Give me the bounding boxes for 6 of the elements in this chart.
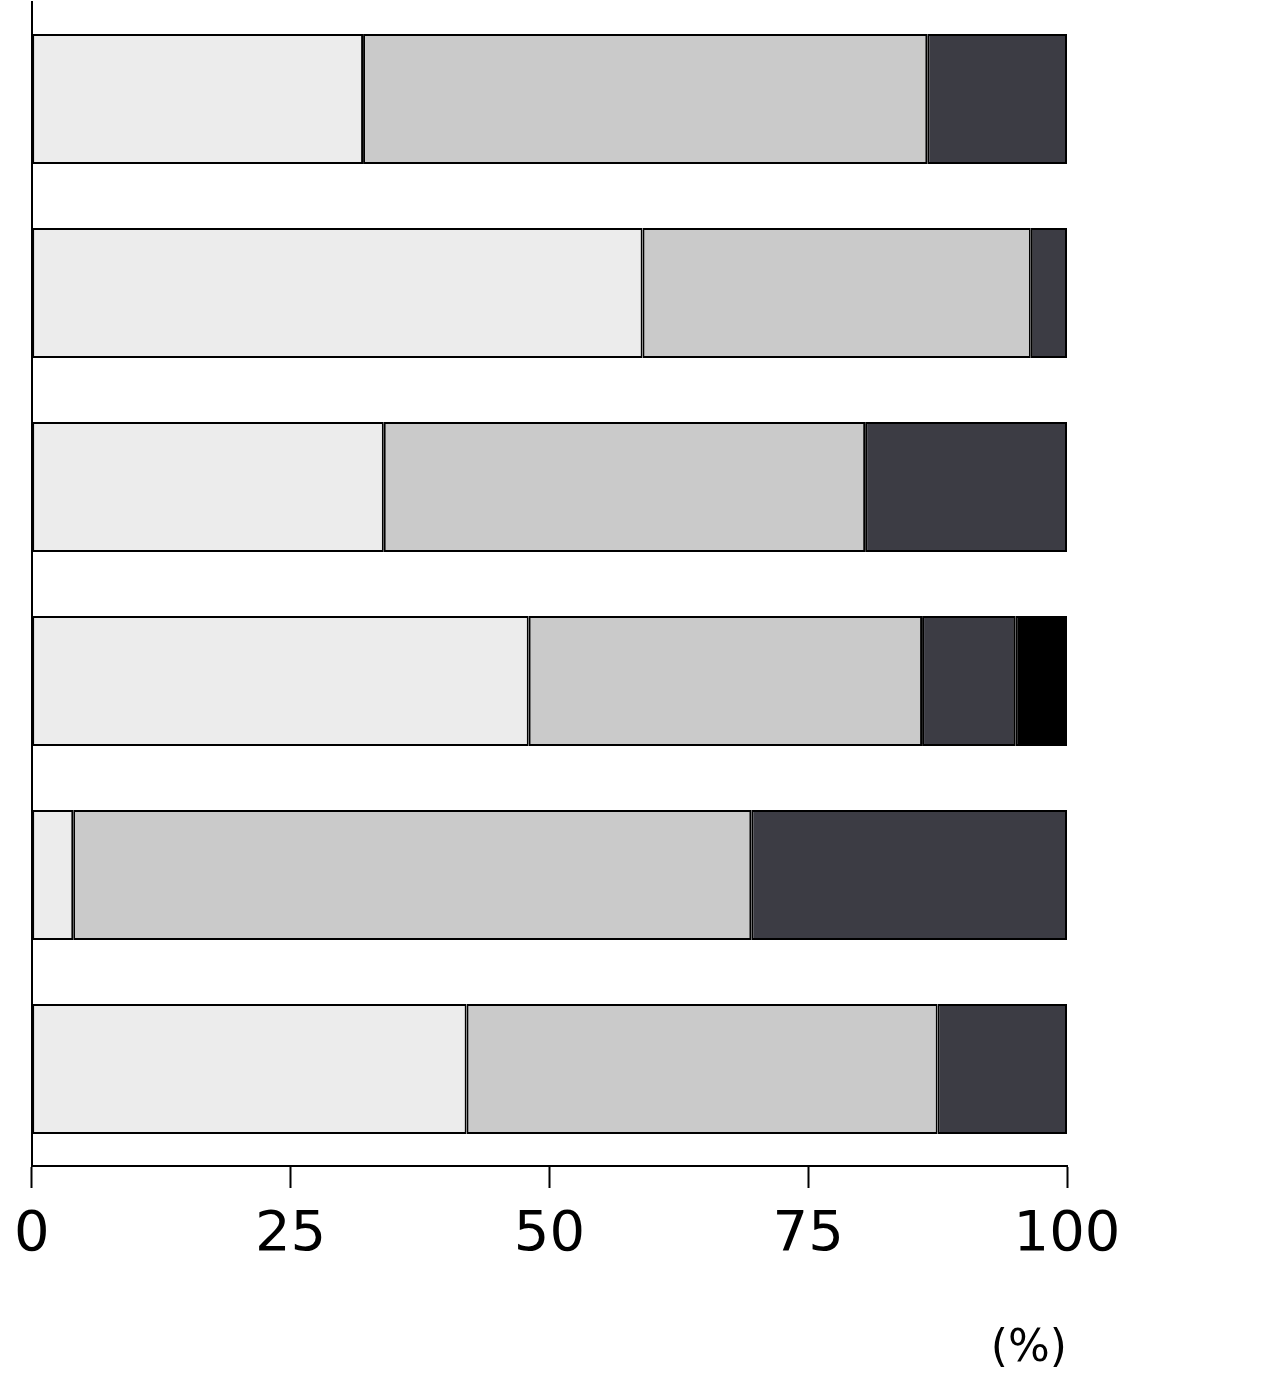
x-tick-label: 75 bbox=[772, 1198, 844, 1264]
x-tick-label: 0 bbox=[13, 1198, 50, 1264]
x-tick-label: 25 bbox=[254, 1198, 327, 1264]
x-axis-title: (%) bbox=[990, 1320, 1067, 1372]
x-tick-label: 50 bbox=[513, 1198, 586, 1264]
x-tick-label: 100 bbox=[1013, 1198, 1121, 1264]
